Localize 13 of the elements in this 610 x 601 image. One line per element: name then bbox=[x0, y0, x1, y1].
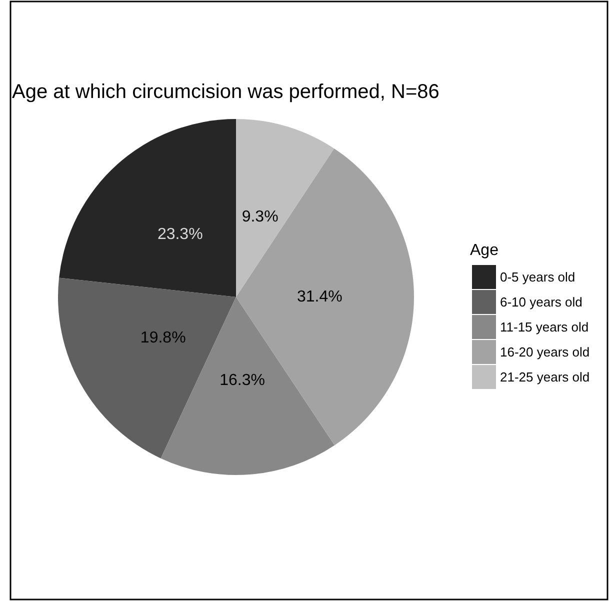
data-label: 16.3% bbox=[220, 372, 265, 389]
legend-label: 16-20 years old bbox=[500, 344, 590, 360]
chart-title: Age at which circumcision was performed, N=86 bbox=[12, 81, 440, 103]
legend-title: Age bbox=[470, 242, 499, 259]
data-label: 19.8% bbox=[140, 330, 186, 347]
legend-label: 11-15 years old bbox=[500, 320, 589, 334]
data-label: 23.3% bbox=[157, 226, 203, 244]
legend-label: 0-5 years old bbox=[500, 270, 576, 284]
legend-label: 6-10 years old bbox=[500, 294, 582, 310]
pie-slice bbox=[59, 119, 236, 297]
data-label: 31.4% bbox=[296, 288, 342, 306]
legend-label: 21-25 years old bbox=[500, 370, 590, 384]
data-label: 9.3% bbox=[242, 208, 278, 226]
